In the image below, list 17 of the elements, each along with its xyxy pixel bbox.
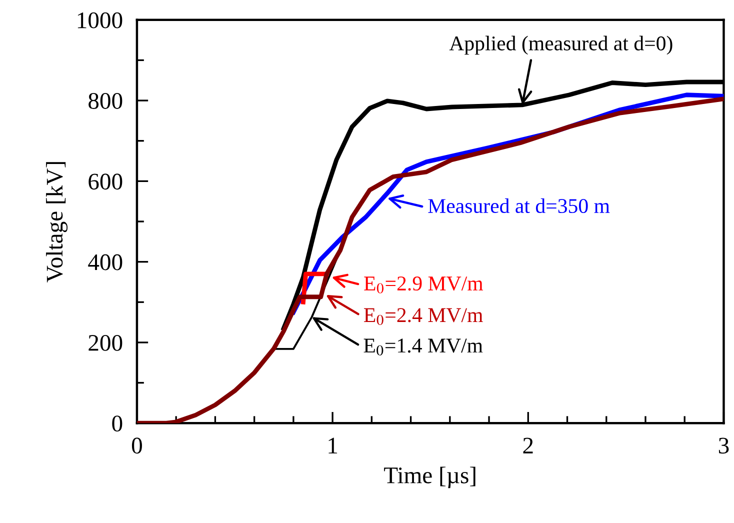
- y-tick-label: 800: [88, 93, 122, 109]
- y-tick-label: 1000: [78, 12, 122, 28]
- y-tick-label: 400: [88, 254, 122, 270]
- y-tick-label: 0: [112, 416, 122, 432]
- x-tick-label: 0: [132, 438, 142, 454]
- x-axis-title: Time [µs]: [384, 466, 476, 488]
- annotation: E$_{0}$=2.9 MV/m: [364, 276, 484, 294]
- annotation: E$_{0}$=2.4 MV/m: [364, 308, 483, 325]
- x-tick-label: 3: [718, 438, 729, 454]
- x-tick-label: 1: [328, 438, 338, 454]
- annotation: E$_{0}$=1.4 MV/m: [364, 338, 483, 356]
- y-tick-label: 600: [88, 174, 122, 190]
- y-axis-title: Voltage [kV]: [46, 162, 68, 282]
- y-tick-label: 200: [88, 334, 122, 351]
- x-tick-label: 2: [523, 438, 533, 454]
- annotation: Measured at d=350 m: [428, 198, 610, 214]
- annotation: Applied (measured at d=0): [449, 36, 672, 55]
